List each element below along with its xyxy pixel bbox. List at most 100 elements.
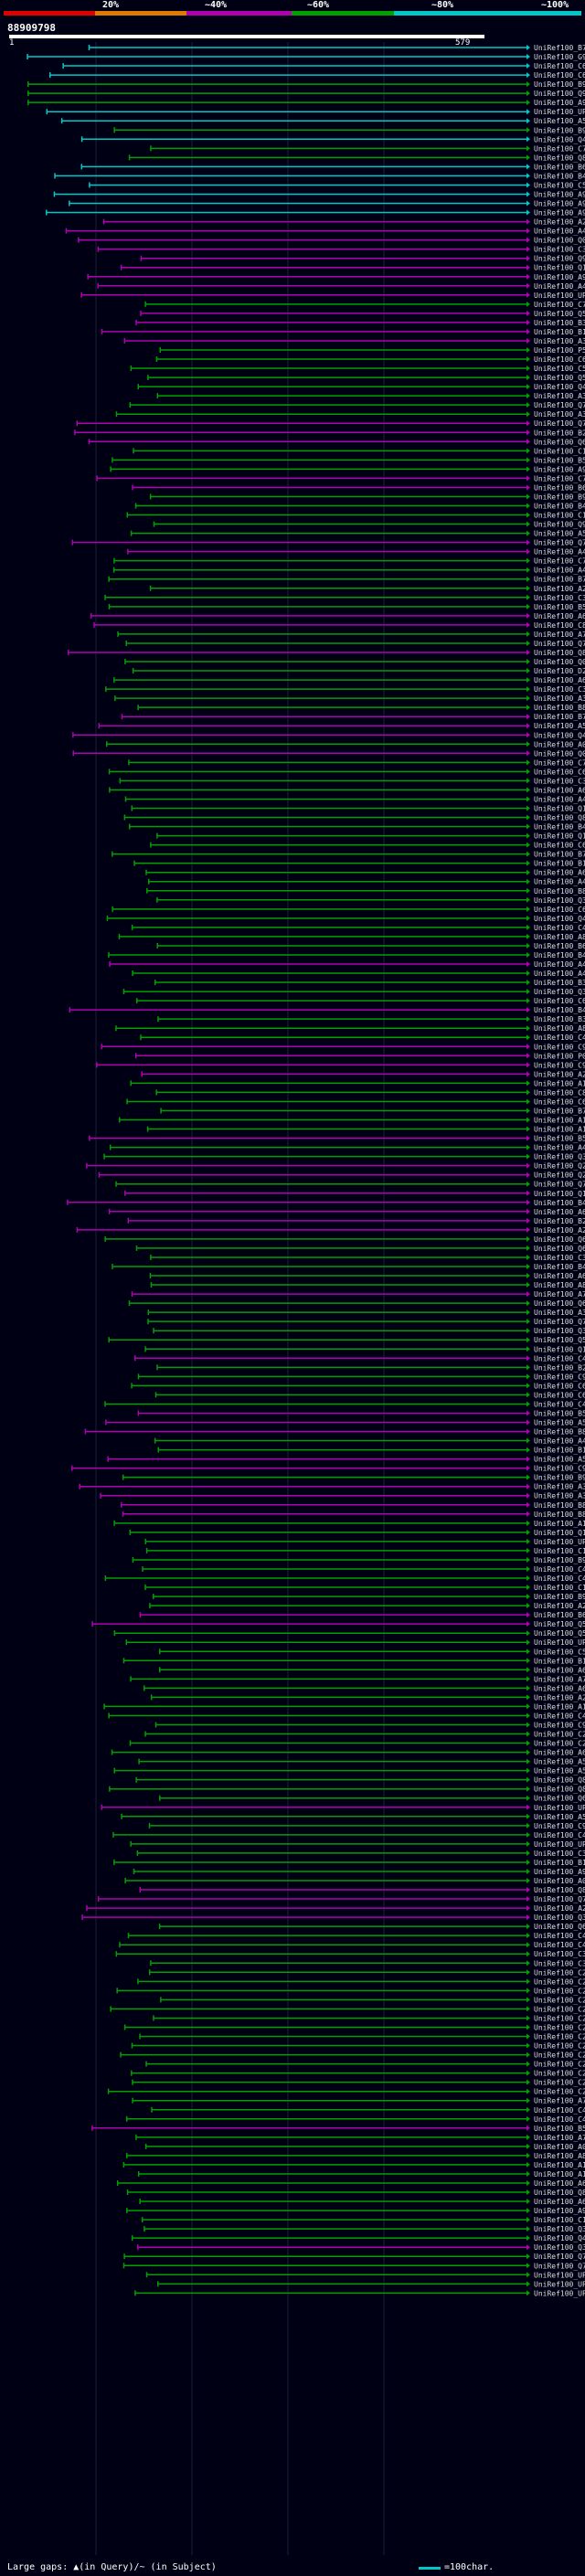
hit-row[interactable]: UniRef100_B8BRT2 — [146, 887, 585, 896]
hit-row[interactable]: UniRef100_B2T6L8 — [127, 1217, 585, 1225]
hit-row[interactable]: UniRef100_C6QNT0 — [155, 355, 585, 364]
hit-row[interactable]: UniRef100_Q5YNJ1 — [113, 1629, 585, 1638]
hit-row[interactable]: UniRef100_A2RGM0 — [76, 1226, 585, 1235]
hit-row[interactable]: UniRef100_A6YAC9 — [116, 2179, 585, 2188]
hit-row[interactable]: UniRef100_C2XSX5 — [123, 2023, 585, 2031]
hit-row[interactable]: UniRef100_C2Q627 — [120, 2051, 585, 2060]
hit-row[interactable]: UniRef100_B5Y138 — [89, 1135, 585, 1143]
hit-row[interactable]: UniRef100_C3V6H7 — [105, 685, 585, 694]
hit-row[interactable]: UniRef100_C6DX06 — [135, 997, 585, 1005]
hit-row[interactable]: UniRef100_A4E700 — [109, 960, 585, 969]
hit-row[interactable]: UniRef100_Q72QN9 — [123, 2253, 585, 2261]
hit-row[interactable]: UniRef100_C6D890 — [112, 906, 585, 914]
hit-row[interactable]: UniRef100_C9N3G8 — [101, 1043, 585, 1051]
hit-row[interactable]: UniRef100_Q4ZCP0 — [106, 915, 585, 923]
hit-row[interactable]: UniRef100_C7GZR3 — [113, 557, 585, 566]
hit-row[interactable]: UniRef100_A0L3W6 — [106, 740, 585, 748]
hit-row[interactable]: UniRef100_C3G4H4 — [136, 1850, 585, 1858]
hit-row[interactable]: UniRef100_A5FX98 — [113, 1767, 585, 1776]
hit-row[interactable]: UniRef100_Q5WPW7 — [108, 1336, 585, 1344]
hit-row[interactable]: UniRef100_B1YLE6 — [113, 1859, 585, 1867]
hit-row[interactable]: UniRef100_Q9RS27 — [153, 521, 585, 529]
hit-row[interactable]: UniRef100_Q6CM59 — [158, 1923, 585, 1931]
hit-row[interactable]: UniRef100_Q1IER3 — [124, 1190, 585, 1198]
hit-row[interactable]: UniRef100_B7QT24 — [160, 1107, 585, 1115]
hit-row[interactable]: UniRef100_A9WZ36 — [126, 2207, 585, 2215]
hit-row[interactable]: UniRef100_B4UGS2 — [69, 1006, 585, 1014]
hit-row[interactable]: UniRef100_C4U7D0 — [108, 1712, 585, 1720]
hit-row[interactable]: UniRef100_Q67357 — [128, 1299, 585, 1308]
hit-row[interactable]: UniRef100_A8G4C0 — [118, 933, 585, 941]
hit-row[interactable]: UniRef100_C7QW49 — [144, 301, 585, 309]
hit-row[interactable]: UniRef100_A3YZS2 — [156, 392, 585, 400]
hit-row[interactable]: UniRef100_A7GUT3 — [130, 1675, 585, 1683]
hit-row[interactable]: UniRef100_C9LUB1 — [148, 1822, 585, 1830]
hit-row[interactable]: UniRef100_A6VG05 — [111, 1749, 585, 1757]
hit-row[interactable]: UniRef100_C8N0N6 — [155, 1088, 585, 1097]
hit-row[interactable]: UniRef100_A9S0P4 — [46, 209, 585, 217]
hit-row[interactable]: UniRef100_B1I4R4 — [122, 1657, 585, 1665]
hit-row[interactable]: UniRef100_A0LSV0 — [124, 1877, 585, 1885]
hit-row[interactable]: UniRef100_C2YB56 — [110, 2005, 585, 2013]
hit-row[interactable]: UniRef100_Q5R993 — [147, 374, 585, 382]
hit-row[interactable]: UniRef100_Q3AHM9 — [81, 1913, 585, 1922]
hit-row[interactable]: UniRef100_B8E2A0 — [137, 704, 585, 712]
hit-row[interactable]: UniRef100_A9VID5 — [133, 1868, 585, 1876]
hit-row[interactable]: UniRef100_B9HKD3 — [113, 126, 585, 134]
hit-row[interactable]: UniRef100_C4B163 — [125, 2115, 585, 2124]
hit-row[interactable]: UniRef100_UP1000... — [130, 1840, 585, 1849]
hit-row[interactable]: UniRef100_Q3R7J6 — [156, 896, 585, 905]
hit-row[interactable]: UniRef100_C2R9G9 — [131, 2042, 585, 2051]
hit-row[interactable]: UniRef100_C4FB23 — [131, 924, 585, 932]
hit-row[interactable]: UniRef100_A4XD94 — [109, 1144, 585, 1152]
hit-row[interactable]: UniRef100_B6TS08 — [139, 1611, 585, 1619]
hit-row[interactable]: UniRef100_C6J7P9 — [126, 1097, 585, 1106]
hit-row[interactable]: UniRef100_Q1WVS9 — [131, 804, 585, 812]
hit-row[interactable]: UniRef100_Q79KZ2 — [97, 1895, 585, 1903]
hit-row[interactable]: UniRef100_B8CX74 — [84, 1428, 585, 1436]
hit-row[interactable]: UniRef100_Q3ATL3 — [103, 1153, 585, 1161]
hit-row[interactable]: UniRef100_A3IWP4 — [100, 1492, 585, 1500]
hit-row[interactable]: UniRef100_A0RHF9 — [144, 2143, 585, 2151]
hit-row[interactable]: UniRef100_A6WKE1 — [113, 676, 585, 684]
hit-row[interactable]: UniRef100_A1BDN4 — [146, 1126, 585, 1134]
hit-row[interactable]: UniRef100_B5WMP9 — [108, 603, 585, 611]
hit-row[interactable]: UniRef100_A2TRA6 — [149, 1602, 585, 1610]
hit-row[interactable]: UniRef100_P54415 — [159, 346, 585, 355]
hit-row[interactable]: UniRef100_C4DRI5 — [112, 1831, 585, 1839]
hit-row[interactable]: UniRef100_UP1000... — [101, 1804, 585, 1812]
hit-row[interactable]: UniRef100_UP1000... — [144, 1538, 585, 1546]
hit-row[interactable]: UniRef100_A9TH43 — [69, 200, 585, 208]
hit-row[interactable]: UniRef100_A9YMD7 — [87, 273, 585, 281]
hit-row[interactable]: UniRef100_C2J5A0 — [149, 1968, 585, 1977]
hit-row[interactable]: UniRef100_A6ZSU9 — [158, 1666, 585, 1674]
hit-row[interactable]: UniRef100_C2P5G0 — [132, 2079, 585, 2087]
hit-row[interactable]: UniRef100_B4UKG9 — [128, 823, 585, 832]
hit-row[interactable]: UniRef100_A3IU92 — [115, 410, 585, 419]
hit-row[interactable]: UniRef100_Q1VU13 — [120, 264, 585, 272]
hit-row[interactable]: UniRef100_A4J7L9 — [154, 1437, 585, 1446]
hit-row[interactable]: UniRef100_Q6CJA6 — [135, 1245, 585, 1253]
hit-row[interactable]: UniRef100_B2V7P4 — [156, 1363, 585, 1372]
hit-row[interactable]: UniRef100_Q3AI25 — [137, 2243, 585, 2252]
hit-row[interactable]: UniRef100_B6JAR2 — [132, 483, 585, 492]
hit-row[interactable]: UniRef100_A5C8Q7 — [60, 117, 585, 125]
hit-row[interactable]: UniRef100_Q4QL44 — [72, 731, 585, 739]
hit-row[interactable]: UniRef100_Q13UT1 — [144, 1345, 585, 1353]
hit-row[interactable]: UniRef100_C9RBL2 — [154, 1721, 585, 1729]
hit-row[interactable]: UniRef100_B9RZA0 — [27, 80, 585, 89]
hit-row[interactable]: UniRef100_B3QLA0 — [135, 319, 585, 327]
hit-row[interactable]: UniRef100_Q81593 — [109, 1786, 585, 1794]
hit-row[interactable]: UniRef100_C9AKA6 — [137, 1373, 585, 1381]
hit-row[interactable]: UniRef100_C2DJL4 — [129, 1740, 585, 1748]
hit-row[interactable]: UniRef100_Q8S2L1 — [126, 2189, 585, 2197]
hit-row[interactable]: UniRef100_C3XEZ2 — [97, 246, 585, 254]
hit-row[interactable]: UniRef100_A9BJY4 — [110, 465, 585, 473]
hit-row[interactable]: UniRef100_Q5KVD9 — [140, 310, 585, 318]
hit-row[interactable]: UniRef100_Q3B5V0 — [122, 988, 585, 996]
hit-row[interactable]: UniRef100_Q7VC22 — [122, 2262, 585, 2270]
hit-row[interactable]: UniRef100_C3E4A4 — [150, 1959, 585, 1967]
hit-row[interactable]: UniRef100_B4S457 — [134, 503, 585, 511]
hit-row[interactable]: UniRef100_C5YXT7 — [89, 181, 585, 189]
hit-row[interactable]: UniRef100_B1WUD3 — [101, 328, 585, 336]
